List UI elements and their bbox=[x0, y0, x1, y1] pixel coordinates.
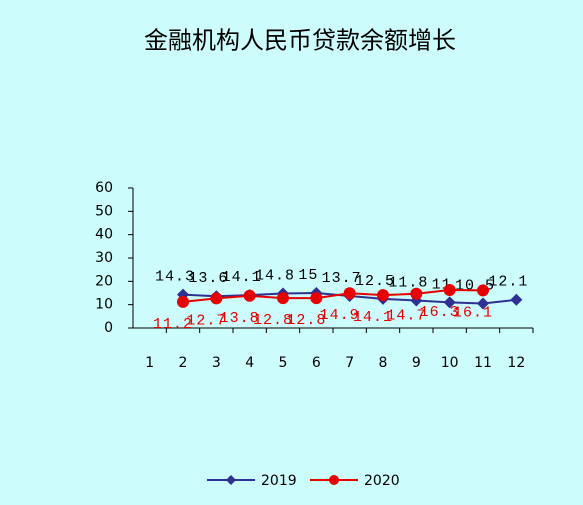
value-label: 14.3 bbox=[155, 269, 195, 286]
point bbox=[410, 287, 423, 300]
y-tick-label: 0 bbox=[104, 320, 113, 336]
point bbox=[377, 289, 389, 302]
point bbox=[343, 287, 356, 300]
x-tick-label: 7 bbox=[345, 355, 354, 371]
x-tick-label: 10 bbox=[441, 355, 459, 371]
value-label: 11.8 bbox=[388, 274, 428, 291]
value-label: 15 bbox=[298, 267, 318, 284]
legend-label: 2019 bbox=[261, 473, 297, 489]
chart-title: 金融机构人民币贷款余额增长 bbox=[144, 27, 456, 55]
point bbox=[477, 297, 489, 310]
series-line bbox=[182, 288, 484, 303]
point bbox=[210, 292, 223, 305]
y-tick-label: 50 bbox=[95, 203, 113, 219]
value-label: 14.8 bbox=[255, 267, 295, 284]
value-label: 16.1 bbox=[453, 304, 493, 321]
x-tick-label: 12 bbox=[507, 355, 525, 371]
value-label: 13.7 bbox=[322, 270, 362, 287]
x-tick-label: 6 bbox=[312, 355, 321, 371]
value-label: 14.7 bbox=[386, 308, 426, 325]
legend-label: 2020 bbox=[364, 473, 400, 489]
point bbox=[310, 292, 323, 305]
value-label: 14.1 bbox=[353, 309, 393, 326]
value-label: 14.9 bbox=[320, 307, 360, 324]
value-label: 12.7 bbox=[186, 312, 226, 329]
x-tick-label: 3 bbox=[212, 355, 221, 371]
y-tick-label: 60 bbox=[95, 180, 113, 196]
x-tick-label: 5 bbox=[279, 355, 288, 371]
value-label: 16.3 bbox=[420, 304, 460, 321]
point bbox=[443, 283, 456, 296]
legend-marker bbox=[329, 475, 339, 485]
point bbox=[177, 295, 189, 308]
value-label: 13.6 bbox=[188, 270, 228, 287]
x-tick-label: 9 bbox=[412, 355, 421, 371]
y-tick-label: 10 bbox=[95, 297, 113, 313]
point bbox=[277, 292, 289, 305]
point bbox=[443, 296, 456, 309]
point bbox=[477, 284, 489, 297]
y-tick-label: 30 bbox=[95, 250, 113, 266]
x-tick-label: 1 bbox=[145, 355, 154, 371]
point bbox=[510, 293, 523, 306]
point bbox=[243, 289, 256, 302]
value-label: 14.1 bbox=[222, 269, 262, 286]
value-label: 13.8 bbox=[220, 310, 260, 327]
x-tick-label: 4 bbox=[245, 355, 254, 371]
value-label: 12.8 bbox=[253, 312, 293, 329]
value-label: 12.1 bbox=[488, 274, 528, 291]
value-label: 12.8 bbox=[286, 312, 326, 329]
x-tick-label: 11 bbox=[474, 355, 492, 371]
x-tick-label: 8 bbox=[379, 355, 388, 371]
legend-marker bbox=[226, 475, 236, 485]
value-label: 12.5 bbox=[355, 273, 395, 290]
y-tick-label: 40 bbox=[95, 227, 113, 243]
value-label: 11.2 bbox=[153, 316, 193, 333]
x-tick-label: 2 bbox=[179, 355, 188, 371]
y-tick-label: 20 bbox=[95, 273, 113, 289]
